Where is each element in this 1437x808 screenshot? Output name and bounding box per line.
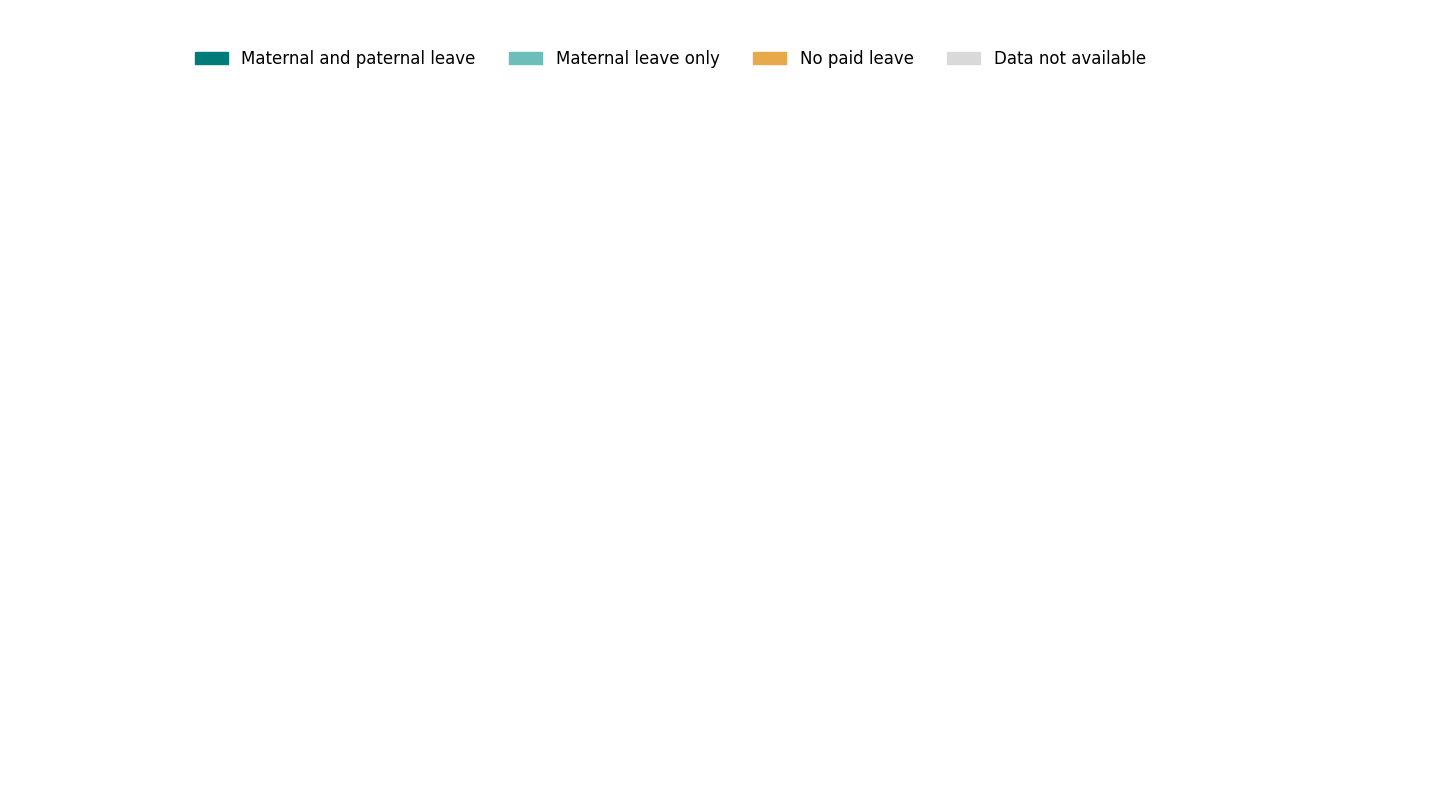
- Legend: Maternal and paternal leave, Maternal leave only, No paid leave, Data not availa: Maternal and paternal leave, Maternal le…: [188, 43, 1152, 74]
